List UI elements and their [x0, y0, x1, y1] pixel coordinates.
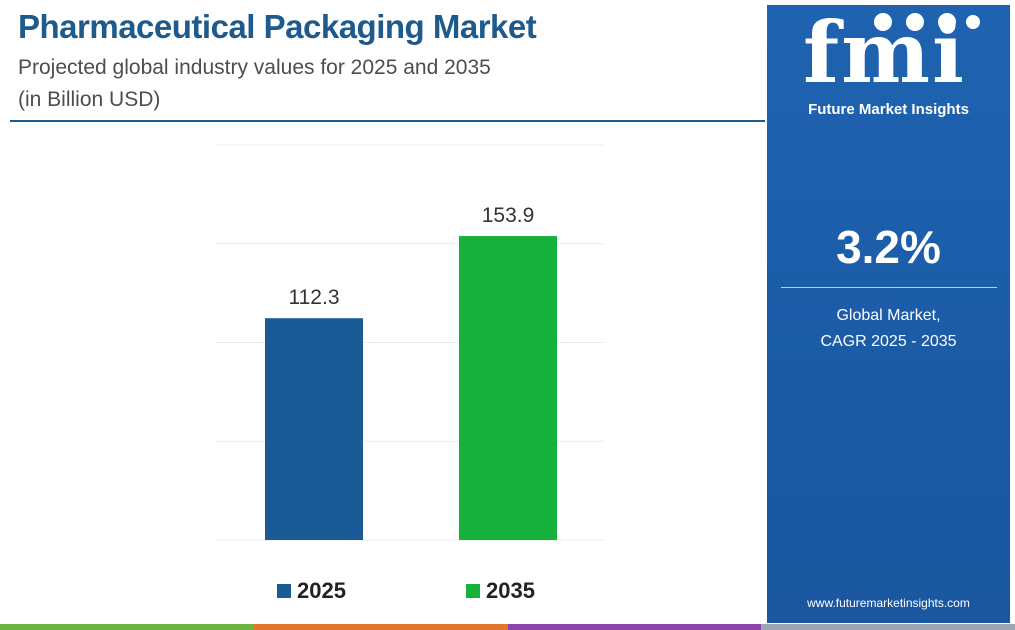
logo-icons	[874, 13, 980, 31]
panel-divider	[781, 287, 997, 288]
bottom-strip-segment	[0, 624, 254, 630]
bar-chart: 112.3 153.9	[215, 144, 605, 541]
bottom-strip-segment	[761, 624, 1015, 630]
bar-2025	[265, 318, 363, 540]
bottom-strip-segment	[253, 624, 508, 630]
legend-item-2025: 2025	[277, 578, 346, 604]
cagr-value: 3.2%	[836, 221, 941, 273]
legend-swatch-2025	[277, 584, 291, 598]
cagr-side-panel: fmi Future Market Insights 3.2% Global M…	[767, 5, 1010, 623]
header-divider	[10, 120, 765, 122]
unit-label: (in Billion USD)	[18, 88, 161, 111]
chart-subtitle: Projected global industry values for 202…	[18, 56, 491, 79]
logo-subtitle: Future Market Insights	[808, 101, 969, 118]
bar-value-label-2035: 153.9	[482, 204, 535, 227]
legend-swatch-2035	[466, 584, 480, 598]
cagr-caption-line2: CAGR 2025 - 2035	[820, 333, 957, 350]
bottom-color-strip	[0, 624, 1015, 630]
legend-item-2035: 2035	[466, 578, 535, 604]
bar-2035	[459, 236, 557, 541]
cagr-caption-line1: Global Market,	[836, 307, 941, 324]
legend-label-2035: 2035	[486, 578, 535, 603]
website-url[interactable]: www.futuremarketinsights.com	[807, 596, 970, 610]
bottom-strip-segment	[507, 624, 762, 630]
chart-title: Pharmaceutical Packaging Market	[18, 8, 537, 45]
legend-label-2025: 2025	[297, 578, 346, 603]
bar-value-label-2025: 112.3	[289, 286, 340, 309]
